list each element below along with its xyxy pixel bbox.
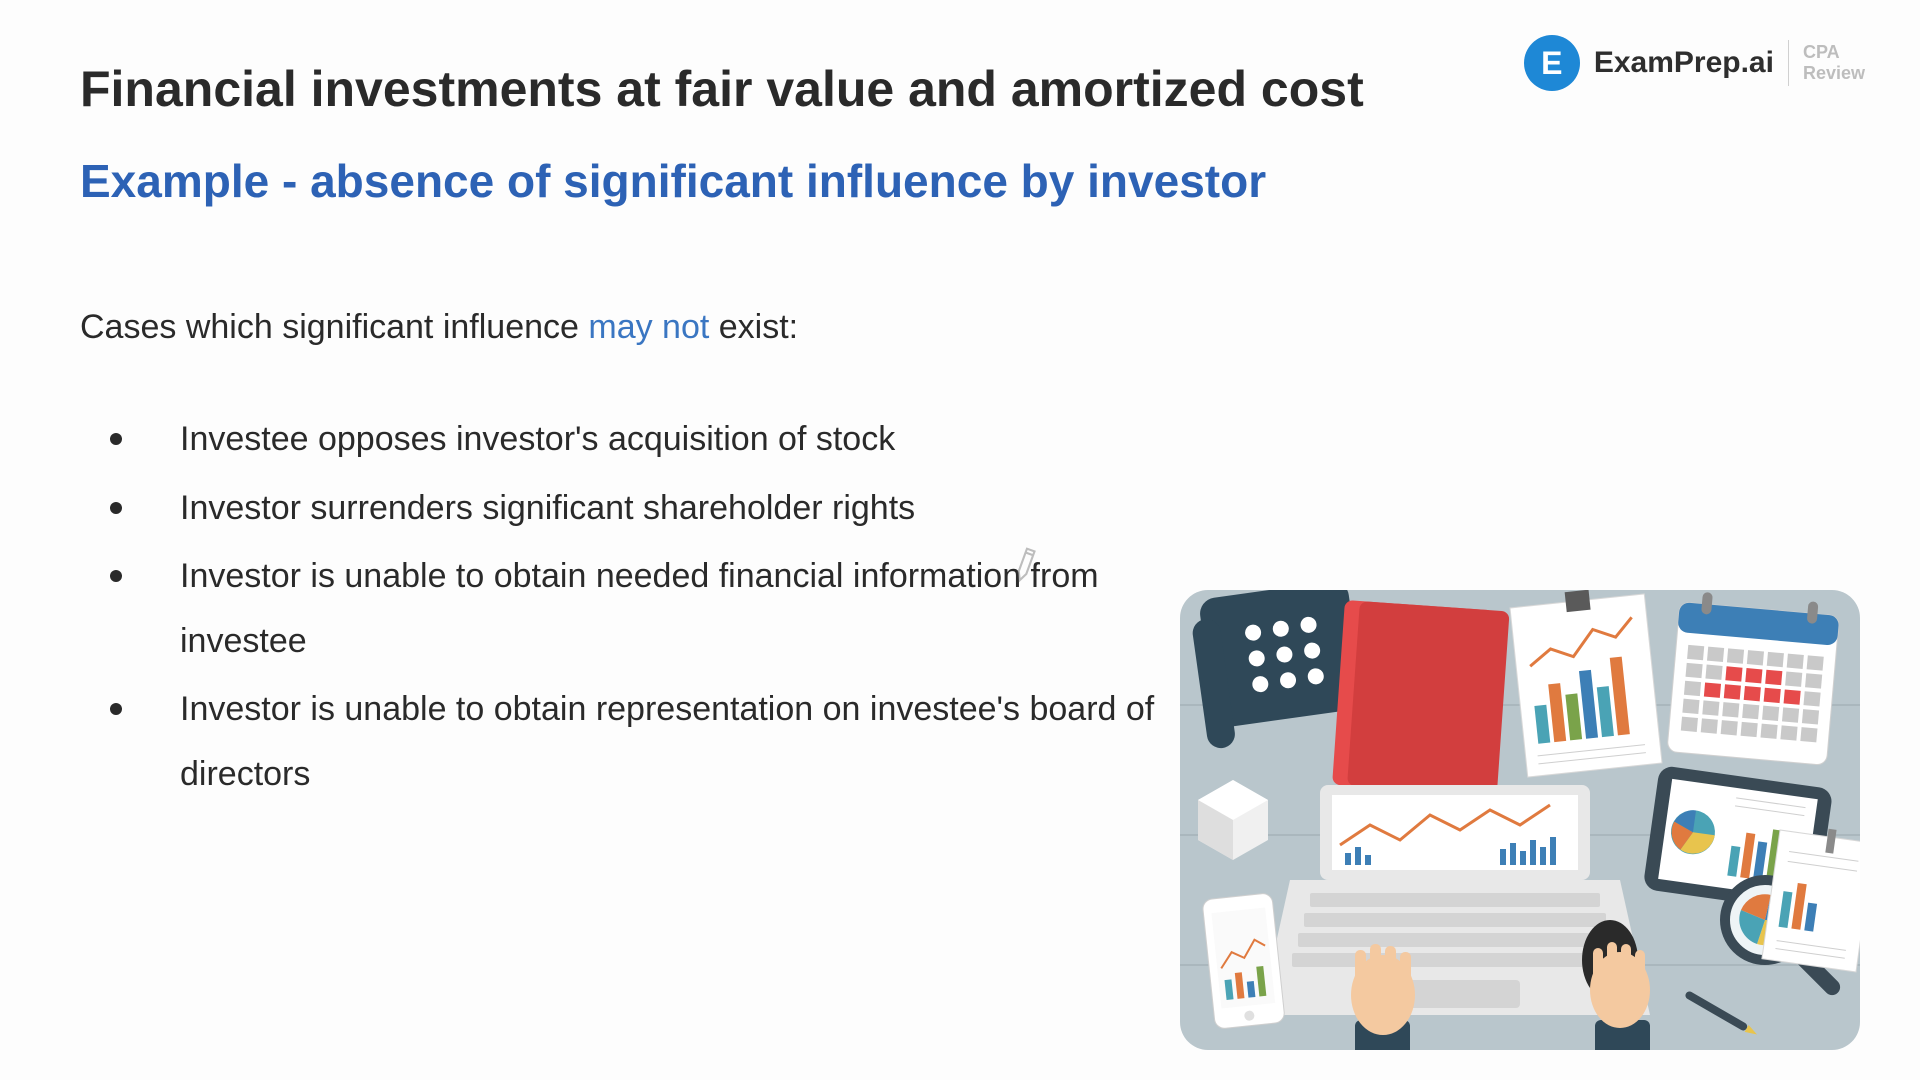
slide: E ExamPrep.ai CPA Review Financial inves… (0, 0, 1920, 1080)
bullet-list: Investee opposes investor's acquisition … (80, 407, 1220, 807)
logo-letter: E (1541, 45, 1562, 82)
list-item: Investor is unable to obtain needed fina… (110, 544, 1220, 673)
list-item: Investee opposes investor's acquisition … (110, 407, 1220, 472)
page-subtitle: Example - absence of significant influen… (80, 154, 1840, 208)
logo-sub-line1: CPA (1803, 42, 1865, 63)
logo-sub-line2: Review (1803, 63, 1865, 84)
desk-svg (1180, 590, 1860, 1050)
lead-text: Cases which significant influence may no… (80, 308, 1840, 347)
logo-badge: E (1524, 35, 1580, 91)
lead-accent: may not (588, 308, 709, 346)
logo-divider (1788, 40, 1789, 86)
list-item: Investor surrenders significant sharehol… (110, 476, 1220, 541)
desk-illustration (1180, 590, 1860, 1050)
lead-after: exist: (709, 308, 798, 346)
brand-logo: E ExamPrep.ai CPA Review (1524, 35, 1865, 91)
logo-subtext: CPA Review (1803, 42, 1865, 83)
list-item: Investor is unable to obtain representat… (110, 677, 1220, 806)
lead-before: Cases which significant influence (80, 308, 588, 346)
logo-brand-text: ExamPrep.ai (1594, 46, 1774, 80)
